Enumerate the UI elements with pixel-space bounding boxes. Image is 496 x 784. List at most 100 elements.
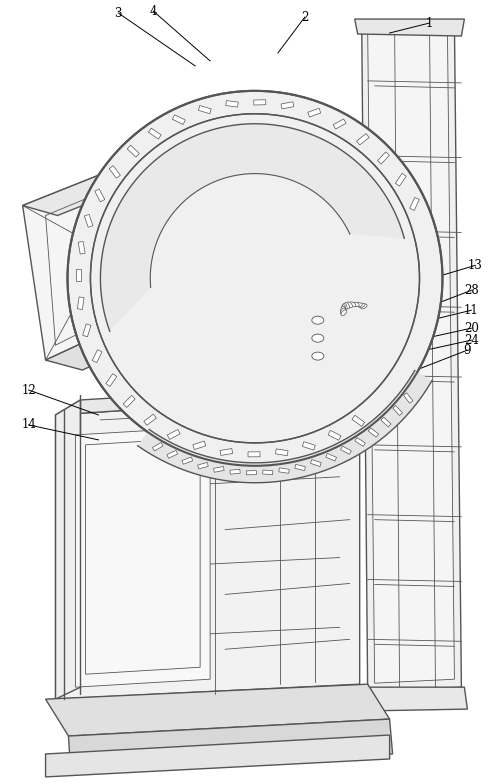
Polygon shape: [138, 371, 432, 483]
Ellipse shape: [358, 303, 365, 307]
Polygon shape: [393, 405, 402, 416]
Text: 2: 2: [301, 10, 309, 24]
Polygon shape: [78, 241, 85, 254]
Text: 24: 24: [464, 334, 479, 347]
Polygon shape: [381, 417, 391, 426]
Polygon shape: [198, 106, 211, 114]
Polygon shape: [83, 324, 91, 337]
Ellipse shape: [341, 305, 345, 312]
Polygon shape: [95, 189, 105, 201]
Polygon shape: [279, 468, 289, 474]
Polygon shape: [308, 108, 321, 117]
Polygon shape: [167, 430, 180, 439]
Polygon shape: [77, 297, 84, 310]
Ellipse shape: [340, 308, 345, 314]
Polygon shape: [368, 428, 378, 437]
Polygon shape: [85, 438, 200, 674]
Polygon shape: [182, 457, 193, 464]
Polygon shape: [193, 441, 206, 449]
Ellipse shape: [361, 304, 367, 309]
Polygon shape: [109, 165, 121, 178]
Ellipse shape: [312, 316, 324, 325]
Text: 1: 1: [426, 16, 433, 30]
Ellipse shape: [345, 303, 350, 309]
Polygon shape: [165, 355, 220, 375]
Polygon shape: [328, 430, 341, 441]
Polygon shape: [410, 198, 419, 210]
Polygon shape: [295, 464, 306, 470]
Polygon shape: [144, 414, 156, 425]
Polygon shape: [303, 441, 315, 450]
Polygon shape: [56, 395, 360, 699]
Polygon shape: [326, 453, 336, 461]
Text: 12: 12: [21, 383, 36, 397]
Polygon shape: [100, 124, 404, 331]
Polygon shape: [160, 151, 222, 305]
Text: 14: 14: [21, 419, 36, 431]
Text: 28: 28: [464, 284, 479, 297]
Polygon shape: [167, 450, 178, 458]
Ellipse shape: [352, 302, 359, 307]
Polygon shape: [248, 452, 260, 457]
Text: 3: 3: [115, 6, 122, 20]
Polygon shape: [247, 470, 256, 475]
Polygon shape: [377, 152, 389, 164]
Polygon shape: [152, 442, 163, 451]
Polygon shape: [300, 296, 355, 315]
Text: 4: 4: [149, 5, 157, 17]
Polygon shape: [76, 270, 81, 281]
Polygon shape: [281, 102, 294, 109]
Text: 20: 20: [464, 321, 479, 335]
Polygon shape: [230, 470, 240, 474]
Text: 13: 13: [468, 259, 483, 272]
Polygon shape: [255, 143, 320, 320]
Polygon shape: [68, 719, 393, 769]
Polygon shape: [75, 427, 210, 687]
Polygon shape: [225, 285, 263, 320]
Polygon shape: [226, 100, 238, 107]
Ellipse shape: [312, 334, 324, 342]
Ellipse shape: [343, 303, 347, 310]
Polygon shape: [341, 446, 351, 454]
Polygon shape: [220, 448, 233, 456]
Polygon shape: [214, 466, 224, 472]
Polygon shape: [355, 19, 464, 36]
Polygon shape: [263, 470, 273, 474]
Polygon shape: [23, 151, 195, 216]
Text: 11: 11: [464, 303, 479, 317]
Text: 9: 9: [464, 343, 471, 357]
Polygon shape: [92, 350, 102, 363]
Ellipse shape: [350, 302, 356, 307]
Polygon shape: [23, 151, 185, 360]
Polygon shape: [175, 143, 270, 305]
Polygon shape: [46, 735, 389, 777]
Polygon shape: [355, 437, 366, 446]
Polygon shape: [175, 143, 295, 209]
Polygon shape: [197, 463, 208, 469]
Polygon shape: [175, 375, 230, 408]
Polygon shape: [275, 449, 288, 456]
Polygon shape: [46, 296, 222, 370]
Polygon shape: [46, 684, 389, 736]
Polygon shape: [368, 29, 454, 683]
Polygon shape: [333, 119, 346, 129]
Polygon shape: [56, 400, 80, 699]
Ellipse shape: [347, 302, 353, 307]
Ellipse shape: [312, 352, 324, 360]
Polygon shape: [123, 395, 135, 408]
Polygon shape: [254, 100, 266, 105]
Circle shape: [67, 91, 442, 466]
Ellipse shape: [355, 303, 362, 307]
Polygon shape: [300, 296, 350, 365]
Polygon shape: [357, 133, 369, 145]
Ellipse shape: [341, 307, 345, 313]
Polygon shape: [395, 173, 406, 186]
Polygon shape: [84, 214, 93, 227]
Polygon shape: [56, 383, 360, 415]
Ellipse shape: [341, 310, 347, 316]
Polygon shape: [357, 687, 467, 711]
Polygon shape: [173, 114, 186, 125]
Polygon shape: [404, 393, 413, 403]
Polygon shape: [165, 355, 225, 388]
Polygon shape: [362, 21, 461, 691]
